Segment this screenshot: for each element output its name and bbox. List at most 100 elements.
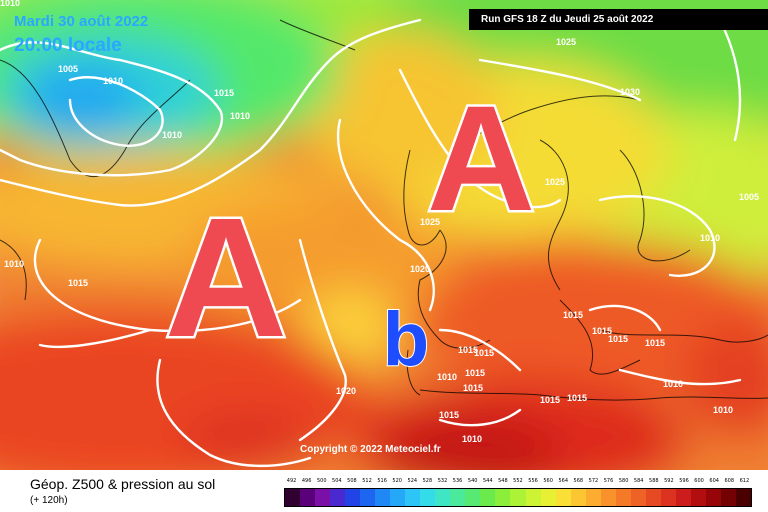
valid-date: Mardi 30 août 2022 <box>14 13 149 30</box>
colour-scale-tick: 496 <box>301 478 312 484</box>
colour-scale-swatch <box>735 489 751 506</box>
colour-scale-ticks: 492 496 500 504 508 512 516 520 524 528 532 536 540 5… <box>284 478 752 488</box>
high-pressure-center-europe: A <box>427 74 535 242</box>
isobar-label: 1015 <box>458 345 478 355</box>
isobar-label: 1010 <box>230 111 250 121</box>
colour-scale-tick: 580 <box>618 478 629 484</box>
isobar-label: 1015 <box>540 395 560 405</box>
colour-scale-tick: 532 <box>437 478 448 484</box>
isobar-label: 1025 <box>420 217 440 227</box>
colour-scale-tick: 544 <box>482 478 493 484</box>
isobar-label: 1015 <box>439 410 459 420</box>
high-pressure-center-west: A <box>165 183 288 373</box>
colour-scale-tick: 512 <box>362 478 372 484</box>
isobar-label: 1010 <box>103 76 123 86</box>
colour-scale: 492 496 500 504 508 512 516 520 524 528 532 536 540 5… <box>284 478 752 507</box>
colour-scale-swatch <box>360 489 376 506</box>
colour-scale-tick: 568 <box>573 478 584 484</box>
colour-scale-tick: 564 <box>558 478 568 484</box>
run-banner: Run GFS 18 Z du Jeudi 25 août 2022 <box>469 9 768 30</box>
isobar-label: 1010 <box>462 434 482 444</box>
isobar-label: 1025 <box>556 37 576 47</box>
colour-scale-tick: 584 <box>633 478 644 484</box>
colour-scale-swatch <box>375 489 391 506</box>
colour-scale-swatch <box>570 489 586 506</box>
isobar-label: 1015 <box>592 326 612 336</box>
isobar-label: 1015 <box>563 310 583 320</box>
colour-scale-swatch <box>495 489 511 506</box>
isobar-label: 1015 <box>608 334 628 344</box>
isobar-label: 1030 <box>620 87 640 97</box>
colour-scale-tick: 572 <box>588 478 599 484</box>
isobar-label: 1005 <box>58 64 78 74</box>
isobar-label: 1005 <box>739 192 759 202</box>
colour-scale-tick: 588 <box>649 478 659 484</box>
isobar-label: 1015 <box>645 338 665 348</box>
colour-scale-tick: 500 <box>316 478 327 484</box>
colour-scale-swatch <box>465 489 481 506</box>
colour-scale-tick: 548 <box>498 478 508 484</box>
colour-scale-swatch <box>330 489 346 506</box>
colour-scale-swatch <box>690 489 706 506</box>
isobar-label: 1010 <box>663 379 683 389</box>
weather-map: 1005 1010 1015 1010 1010 1025 1030 1025 … <box>0 0 768 470</box>
isobar-label: 1020 <box>410 264 430 274</box>
colour-scale-swatch <box>540 489 556 506</box>
colour-scale-tick: 536 <box>452 478 463 484</box>
colour-scale-tick: 608 <box>724 478 735 484</box>
geopotential-field <box>0 0 768 470</box>
colour-scale-swatch <box>675 489 691 506</box>
colour-scale-swatch <box>405 489 421 506</box>
coastlines <box>0 19 768 401</box>
colour-scale-tick: 524 <box>407 478 418 484</box>
isobar-label: 1020 <box>336 386 356 396</box>
isobar-label: 1025 <box>545 177 565 187</box>
colour-scale-tick: 528 <box>422 478 433 484</box>
colour-scale-tick: 604 <box>709 478 719 484</box>
colour-scale-tick: 560 <box>543 478 553 484</box>
colour-scale-swatch <box>555 489 571 506</box>
isobar-label: 1010 <box>700 233 720 243</box>
colour-scale-tick: 492 <box>286 478 297 484</box>
colour-scale-tick: 508 <box>347 478 357 484</box>
footer: Géop. Z500 & pression au sol (+ 120h) 49… <box>0 470 768 512</box>
colour-scale-swatch <box>420 489 436 506</box>
isobars <box>0 18 742 468</box>
colour-scale-swatch <box>645 489 661 506</box>
colour-scale-tick: 552 <box>513 478 523 484</box>
colour-scale-swatch <box>315 489 331 506</box>
colour-scale-swatch <box>300 489 316 506</box>
colour-scale-tick: 504 <box>332 478 342 484</box>
colour-scale-swatch <box>510 489 526 506</box>
valid-time: 20:00 locale <box>14 35 122 56</box>
isobar-label: 1015 <box>214 88 234 98</box>
colour-scale-swatch <box>345 489 361 506</box>
isobar-labels: 1005 1010 1015 1010 1010 1025 1030 1025 … <box>0 0 759 444</box>
low-pressure-center-iberia: b <box>383 297 429 382</box>
footer-title: Géop. Z500 & pression au sol <box>30 476 216 492</box>
colour-scale-swatch <box>435 489 451 506</box>
colour-scale-swatch <box>630 489 646 506</box>
colour-scale-swatch <box>450 489 466 506</box>
isobar-label: 1010 <box>713 405 733 415</box>
isobar-label: 1010 <box>0 0 20 8</box>
isobar-label: 1010 <box>4 259 24 269</box>
colour-scale-swatch <box>660 489 676 506</box>
colour-scale-swatch <box>480 489 496 506</box>
colour-scale-swatch <box>600 489 616 506</box>
colour-scale-tick: 556 <box>528 478 538 484</box>
isobar-label: 1010 <box>437 372 457 382</box>
colour-scale-tick: 612 <box>739 478 750 484</box>
colour-scale-tick: 592 <box>664 478 674 484</box>
isobar-label: 1015 <box>567 393 587 403</box>
isobar-label: 1015 <box>463 383 483 393</box>
footer-subtitle: (+ 120h) <box>30 495 68 506</box>
colour-scale-tick: 576 <box>603 478 614 484</box>
colour-scale-tick: 516 <box>377 478 387 484</box>
copyright: Copyright © 2022 Meteociel.fr <box>300 444 441 455</box>
colour-scale-tick: 600 <box>694 478 704 484</box>
isobar-label: 1015 <box>474 348 494 358</box>
colour-scale-swatch <box>390 489 406 506</box>
colour-scale-swatch <box>720 489 736 506</box>
